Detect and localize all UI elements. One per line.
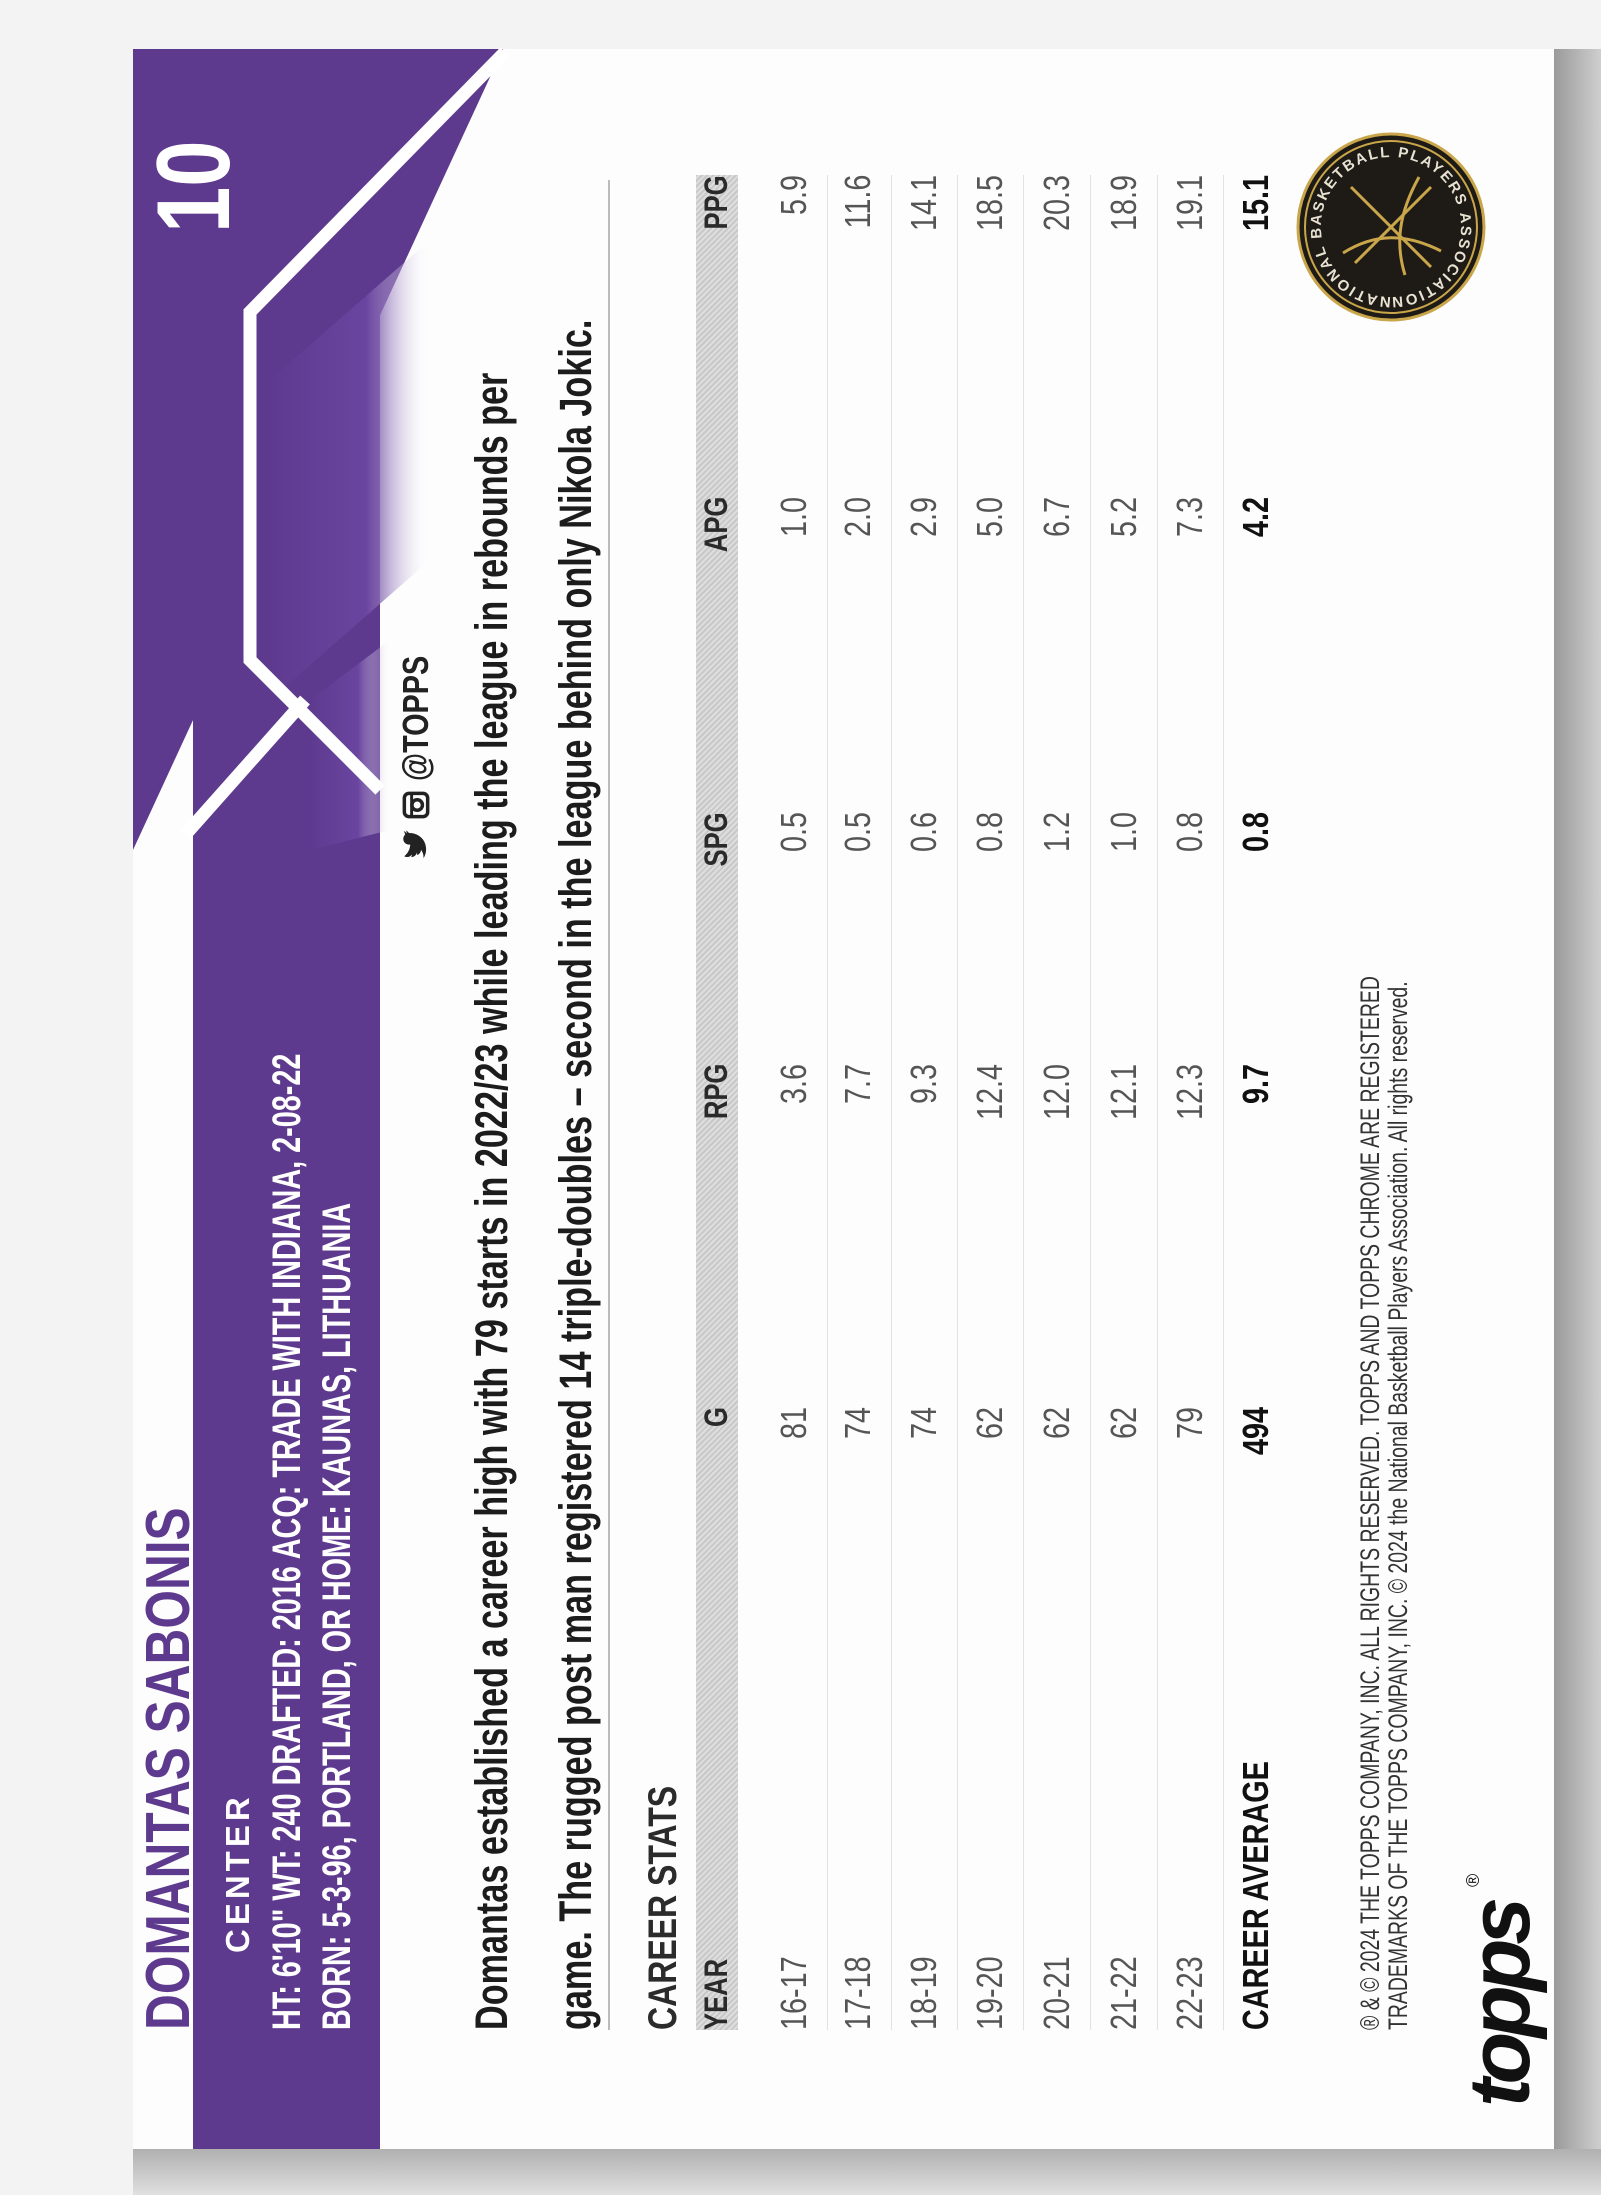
stats-cell: 22-23: [1169, 1956, 1210, 2030]
career-average-cell: 15.1: [1235, 175, 1276, 232]
topps-logo: topps: [1452, 1902, 1548, 2107]
stats-cell: 62: [969, 1407, 1010, 1440]
registered-mark: ®: [1463, 1873, 1483, 1887]
instagram-icon: [402, 791, 430, 819]
stats-cell: 5.9: [773, 175, 814, 216]
bio-blurb-line: game. The rugged post man registered 14 …: [550, 319, 601, 2030]
row-divider: [1223, 175, 1224, 2030]
social-links: @TOPPS: [395, 625, 437, 859]
row-divider: [957, 175, 958, 2030]
bio-blurb-line: Domantas established a career high with …: [466, 372, 517, 2030]
row-divider: [1023, 175, 1024, 2030]
nbpa-logo: NATIONAL BASKETBALL PLAYERS ASSOCIATION: [1296, 132, 1486, 322]
stats-cell: 18.9: [1103, 175, 1144, 232]
stats-cell: 62: [1103, 1407, 1144, 1440]
stats-cell: 17-18: [837, 1956, 878, 2030]
stats-cell: 14.1: [903, 175, 944, 232]
copyright-line: TRADEMARKS OF THE TOPPS COMPANY, INC. © …: [1383, 981, 1413, 2030]
stats-cell: 20-21: [1036, 1956, 1077, 2030]
stats-cell: 81: [773, 1407, 814, 1440]
bio-line: HT: 6'10" WT: 240 DRAFTED: 2016 ACQ: TRA…: [265, 1053, 309, 2030]
twitter-icon: [403, 830, 427, 859]
row-divider: [1157, 175, 1158, 2030]
bio-line: BORN: 5-3-96, PORTLAND, OR HOME: KAUNAS,…: [315, 1202, 359, 2030]
stats-cell: 62: [1036, 1407, 1077, 1440]
stats-header-g: G: [698, 1407, 734, 1427]
player-position: CENTER: [219, 1793, 256, 1953]
career-average-cell: 494: [1235, 1407, 1276, 1456]
card-number: 10: [136, 140, 252, 233]
stats-cell: 19.1: [1169, 175, 1210, 232]
stats-cell: 18-19: [903, 1956, 944, 2030]
stats-cell: 16-17: [773, 1956, 814, 2030]
stats-header-year: YEAR: [698, 1958, 734, 2030]
social-handle: @TOPPS: [395, 655, 436, 781]
stats-cell: 20.3: [1036, 175, 1077, 232]
row-divider: [891, 175, 892, 2030]
card-content: DOMANTAS SABONIS 10 CENTER HT: 6'10" WT:…: [133, 49, 1554, 2149]
row-divider: [827, 175, 828, 2030]
stats-header-ppg: PPG: [698, 175, 734, 230]
stats-cell: 11.6: [837, 175, 878, 229]
career-stats-title: CAREER STATS: [641, 1785, 685, 2030]
card-shadow: [1554, 49, 1601, 2195]
stats-cell: 19-20: [969, 1956, 1010, 2030]
stats-cell: 21-22: [1103, 1956, 1144, 2030]
stats-cell: 74: [903, 1407, 944, 1440]
player-name: DOMANTAS SABONIS: [134, 1507, 203, 2030]
card-shadow: [133, 2149, 1601, 2195]
copyright-line: ® & © 2024 THE TOPPS COMPANY, INC. ALL R…: [1355, 976, 1385, 2030]
stats-cell: 79: [1169, 1407, 1210, 1440]
stats-cell: 18.5: [969, 175, 1010, 232]
row-divider: [1090, 175, 1091, 2030]
stats-cell: 74: [837, 1407, 878, 1440]
divider: [608, 180, 610, 2030]
